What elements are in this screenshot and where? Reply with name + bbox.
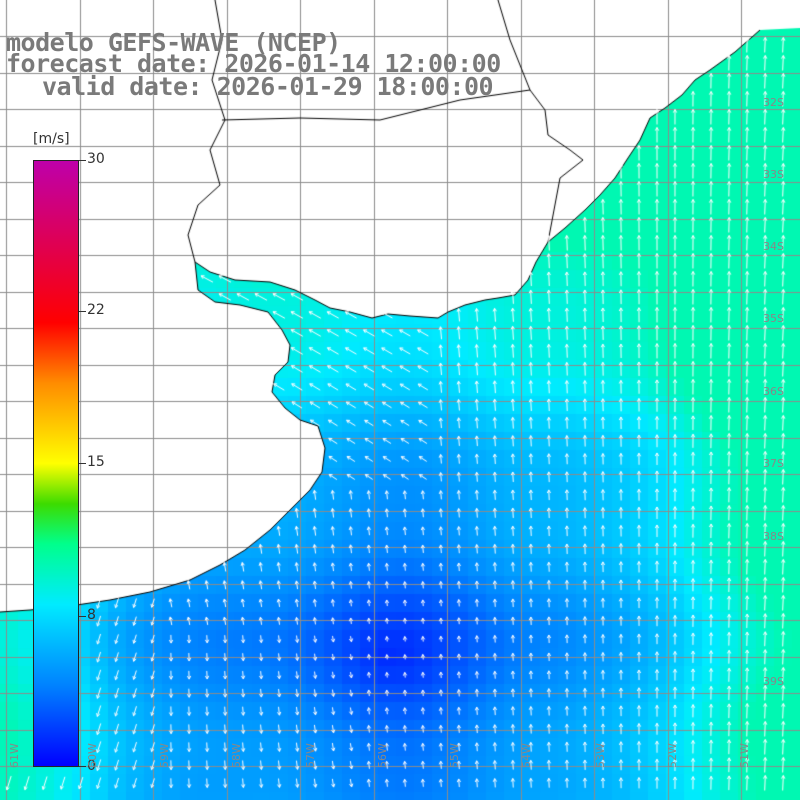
colorbar-tick-mark <box>79 160 86 161</box>
lat-label: 38S <box>763 530 784 543</box>
colorbar-tick-label: 0 <box>87 758 96 774</box>
lon-label: 59W <box>158 743 171 768</box>
lat-label: 32S <box>763 96 784 109</box>
lon-label: 55W <box>448 743 461 768</box>
colorbar-tick-label: 22 <box>87 302 105 318</box>
colorbar-tick-mark <box>79 766 86 767</box>
lon-label: 61W <box>8 743 21 768</box>
lon-label: 51W <box>738 743 751 768</box>
colorbar-gradient <box>33 160 79 767</box>
colorbar-unit: [m/s] <box>33 131 70 147</box>
colorbar-tick-mark <box>79 616 86 617</box>
lat-label: 39S <box>763 675 784 688</box>
model-title: modelo GEFS-WAVE (NCEP) <box>6 28 341 57</box>
colorbar-tick-mark <box>79 463 86 464</box>
lon-label: 56W <box>376 743 389 768</box>
lat-label: 34S <box>763 240 784 253</box>
valid-date: valid date: 2026-01-29 18:00:00 <box>42 72 494 101</box>
colorbar-tick-label: 15 <box>87 454 105 470</box>
lon-label: 60W <box>86 743 99 768</box>
lon-label: 58W <box>230 743 243 768</box>
lat-label: 35S <box>763 312 784 325</box>
lon-label: 53W <box>594 743 607 768</box>
forecast-date: forecast date: 2026-01-14 12:00:00 <box>6 49 501 78</box>
lon-label: 52W <box>666 743 679 768</box>
colorbar-tick-mark <box>79 311 86 312</box>
colorbar-tick-label: 8 <box>87 607 96 623</box>
lat-label: 33S <box>763 168 784 181</box>
lat-label: 36S <box>763 385 784 398</box>
lat-label: 37S <box>763 457 784 470</box>
lon-label: 54W <box>520 743 533 768</box>
colorbar-tick-label: 30 <box>87 151 105 167</box>
lon-label: 57W <box>304 743 317 768</box>
